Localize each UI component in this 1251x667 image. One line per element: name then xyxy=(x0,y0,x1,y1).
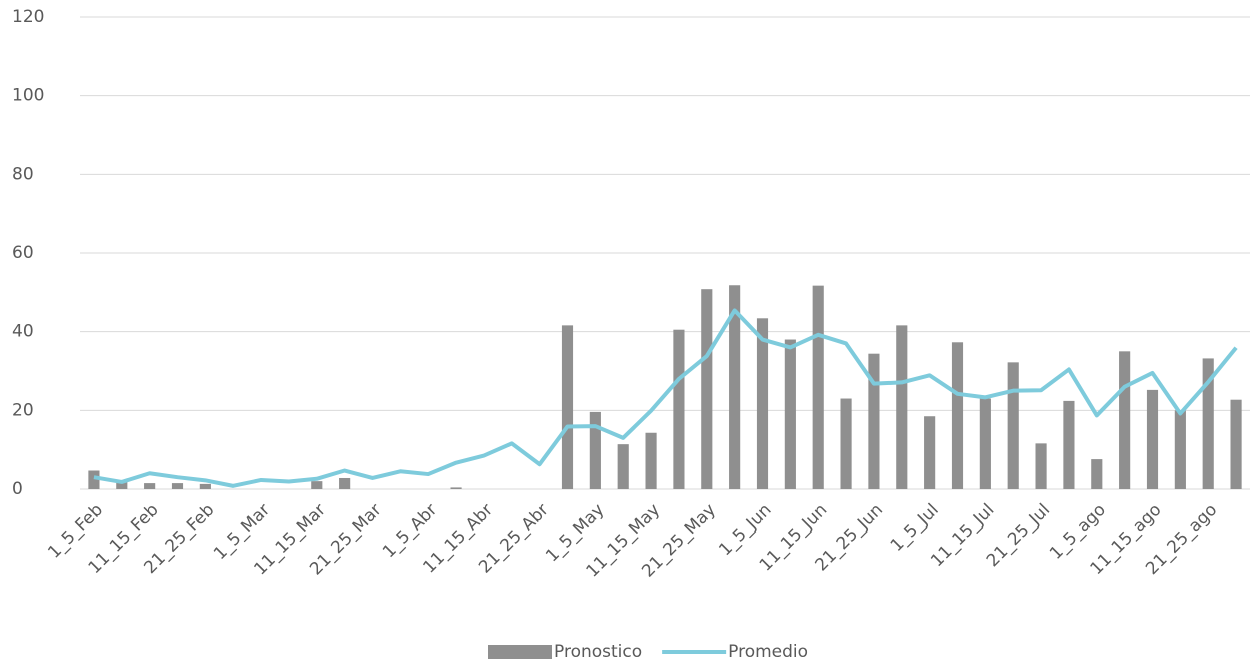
bar xyxy=(812,285,824,489)
bar xyxy=(171,483,184,489)
y-tick-label: 0 xyxy=(12,479,23,499)
bar xyxy=(729,285,741,489)
bar xyxy=(450,487,462,489)
bar xyxy=(896,325,908,489)
bar xyxy=(1119,351,1131,489)
bar xyxy=(116,481,128,489)
y-tick-label: 80 xyxy=(12,164,34,184)
bar xyxy=(673,329,685,489)
bar xyxy=(784,339,796,489)
bar xyxy=(756,318,769,489)
bar xyxy=(561,325,574,489)
legend-label: Promedio xyxy=(728,642,808,662)
bar xyxy=(1146,389,1159,489)
y-tick-label: 40 xyxy=(12,322,34,342)
legend-swatch xyxy=(488,645,552,659)
bar xyxy=(701,289,713,489)
bar xyxy=(589,411,601,489)
bar xyxy=(1202,358,1214,489)
bar xyxy=(951,342,964,489)
bar xyxy=(1230,399,1242,489)
y-tick-label: 60 xyxy=(12,243,34,263)
bar xyxy=(645,432,657,489)
bar xyxy=(311,481,323,489)
bar xyxy=(840,398,852,489)
bar xyxy=(617,444,629,489)
bar xyxy=(1174,410,1186,489)
line xyxy=(93,308,1238,488)
y-tick-label: 120 xyxy=(12,7,44,27)
y-tick-label: 20 xyxy=(12,400,34,420)
bar xyxy=(979,398,991,489)
bar xyxy=(1035,443,1047,489)
legend-label: Pronostico xyxy=(554,642,642,662)
bar xyxy=(144,483,156,489)
bar xyxy=(88,470,100,489)
bar xyxy=(1063,400,1075,489)
bar xyxy=(1007,362,1019,489)
y-tick-label: 100 xyxy=(12,86,44,106)
bar xyxy=(199,483,211,489)
bar xyxy=(868,353,880,489)
x-tick-label: 1_5_Jul xyxy=(887,500,943,556)
bar xyxy=(339,477,351,489)
bar xyxy=(924,416,936,489)
bar xyxy=(1091,459,1103,489)
